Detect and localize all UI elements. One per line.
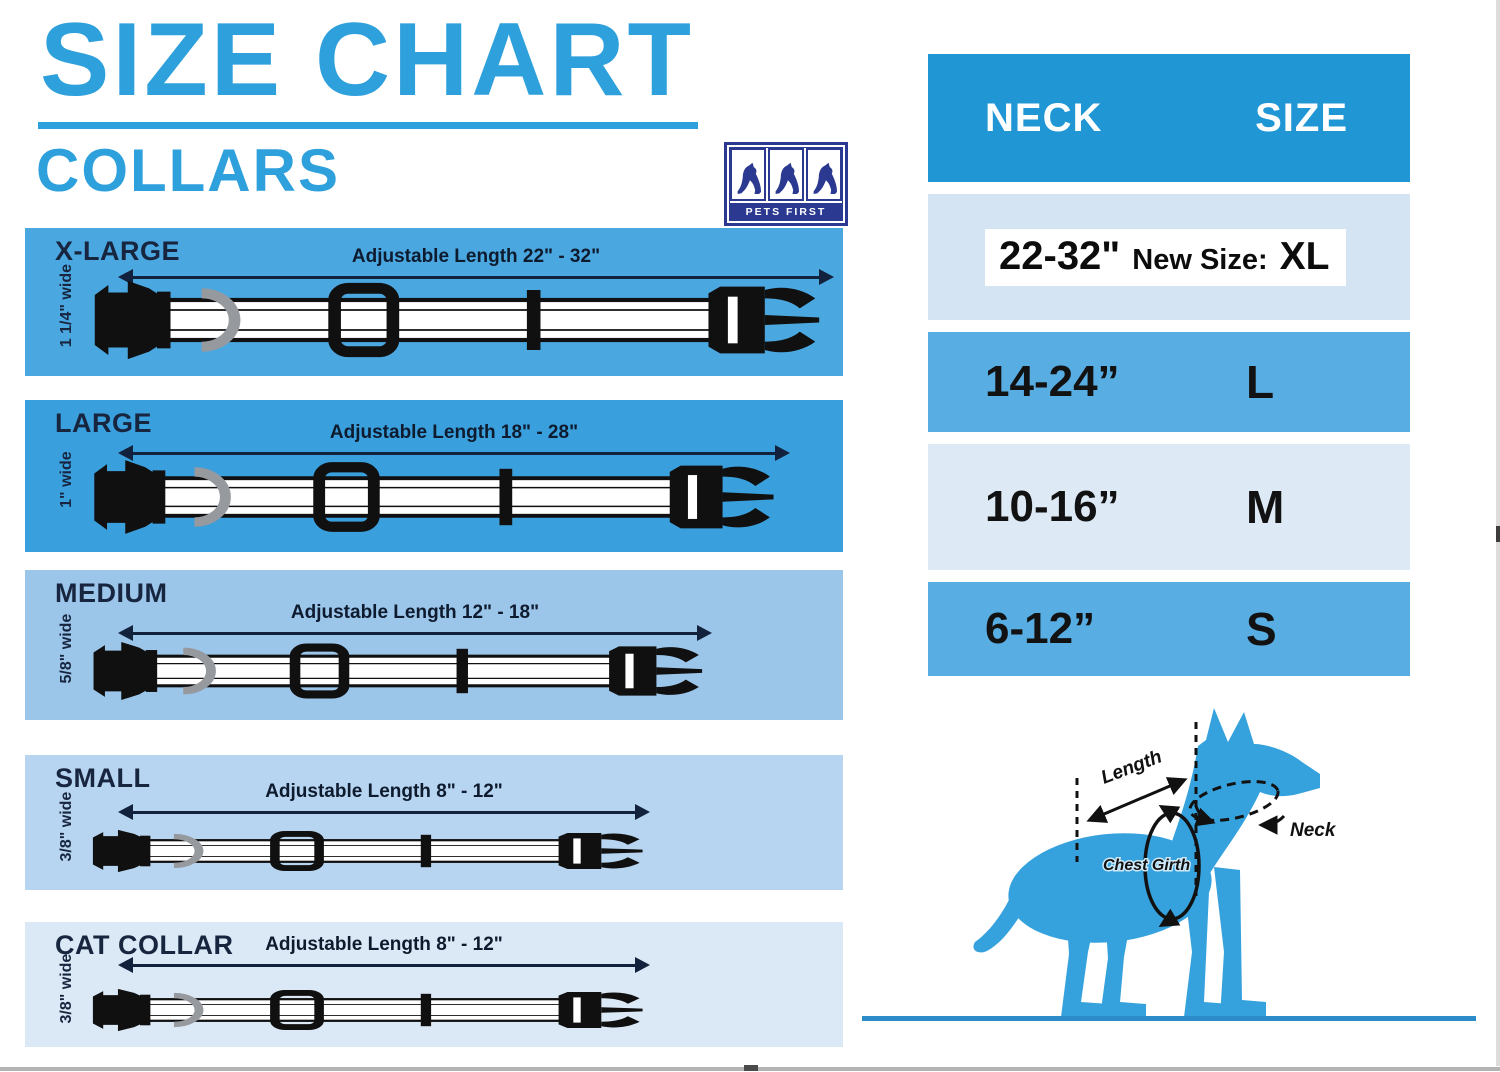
neck-value: 22-32" (999, 233, 1121, 278)
table-row-xl: 22-32" New Size: XL (928, 194, 1410, 320)
size-value: S (1246, 603, 1277, 655)
size-value: L (1246, 356, 1275, 408)
highlight-chip: 22-32" New Size: XL (985, 228, 1346, 286)
row-label: X-LARGE (55, 236, 180, 266)
length-measure: Adjustable Length 8" - 12" (118, 934, 650, 973)
table-header: NECK SIZE (928, 54, 1410, 182)
logo-dog-panels (730, 148, 842, 201)
page-title: SIZE CHART (38, 6, 698, 130)
label-length: Length (1098, 746, 1165, 788)
adjustable-length-label: Adjustable Length 18" - 28" (329, 422, 579, 443)
horizontal-scrollbar[interactable] (0, 1065, 1500, 1071)
table-row-m: 10-16” M (928, 444, 1410, 570)
vertical-scrollbar[interactable] (1496, 0, 1500, 1066)
length-arrow (118, 957, 650, 973)
dog-diagram-svg: Length Neck Chest Girth (862, 708, 1476, 1021)
table-row-s: 6-12” S (928, 582, 1410, 676)
collar-row-cat: CAT COLLAR 3/8" wide Adjustable Length 8… (25, 922, 843, 1047)
neck-value: 14-24” (985, 357, 1120, 406)
width-label: 3/8" wide (58, 791, 75, 862)
row-label: CAT COLLAR (55, 930, 234, 960)
length-measure: Adjustable Length 12" - 18" (118, 602, 712, 641)
size-value: M (1246, 481, 1285, 533)
length-arrow (118, 804, 650, 820)
adjustable-length-label: Adjustable Length 22" - 32" (351, 246, 601, 267)
width-label: 1 1/4" wide (58, 264, 75, 348)
collar-row-medium: MEDIUM 5/8" wide Adjustable Length 12" -… (25, 570, 843, 720)
collar-illustration (87, 983, 647, 1037)
collar-row-xlarge: X-LARGE 1 1/4" wide Adjustable Length 22… (25, 228, 843, 376)
logo-dog-1-icon (730, 148, 766, 201)
column-neck: NECK (985, 95, 1103, 140)
length-measure: Adjustable Length 18" - 28" (118, 422, 790, 461)
collar-row-large: LARGE 1" wide Adjustable Length 18" - 28… (25, 400, 843, 552)
neck-value: 6-12” (985, 604, 1096, 653)
row-label: MEDIUM (55, 578, 168, 608)
label-neck: Neck (1290, 820, 1337, 841)
label-chest-girth: Chest Girth (1103, 857, 1190, 874)
column-size: SIZE (1255, 95, 1348, 140)
new-size-prefix: New Size: (1132, 243, 1268, 276)
collar-illustration (87, 634, 707, 708)
vertical-scrollbar-thumb[interactable] (1496, 526, 1500, 542)
length-measure: Adjustable Length 8" - 12" (118, 781, 650, 820)
logo-dog-3-icon (806, 148, 842, 201)
collar-illustration (87, 824, 647, 878)
width-label: 1" wide (58, 451, 75, 508)
length-arrow (1086, 777, 1188, 823)
length-arrow (118, 625, 712, 641)
width-label: 3/8" wide (58, 953, 75, 1024)
adjustable-length-label: Adjustable Length 12" - 18" (290, 602, 540, 623)
adjustable-length-label: Adjustable Length 8" - 12" (265, 781, 503, 802)
length-arrow (118, 269, 834, 285)
size-value: XL (1279, 234, 1330, 278)
row-label: SMALL (55, 763, 151, 793)
adjustable-length-label: Adjustable Length 8" - 12" (265, 934, 503, 955)
neck-value: 10-16” (985, 482, 1120, 531)
length-arrow (118, 445, 790, 461)
brand-name: PETS FIRST (730, 203, 842, 220)
row-label: LARGE (55, 408, 152, 438)
horizontal-scrollbar-thumb[interactable] (744, 1065, 758, 1071)
dog-measurement-diagram: Length Neck Chest Girth (860, 700, 1480, 1030)
table-row-l: 14-24” L (928, 332, 1410, 432)
collar-row-small: SMALL 3/8" wide Adjustable Length 8" - 1… (25, 755, 843, 890)
collar-illustration (87, 450, 779, 544)
logo-dog-2-icon (768, 148, 804, 201)
brand-logo: PETS FIRST (724, 142, 848, 226)
collar-illustration (87, 270, 825, 370)
ground-line (862, 1016, 1476, 1021)
length-measure: Adjustable Length 22" - 32" (118, 246, 834, 285)
width-label: 5/8" wide (58, 613, 75, 684)
page-subtitle: COLLARS (36, 137, 340, 204)
size-table: NECK SIZE 22-32" New Size: XL 14-24” L 1… (928, 54, 1410, 676)
